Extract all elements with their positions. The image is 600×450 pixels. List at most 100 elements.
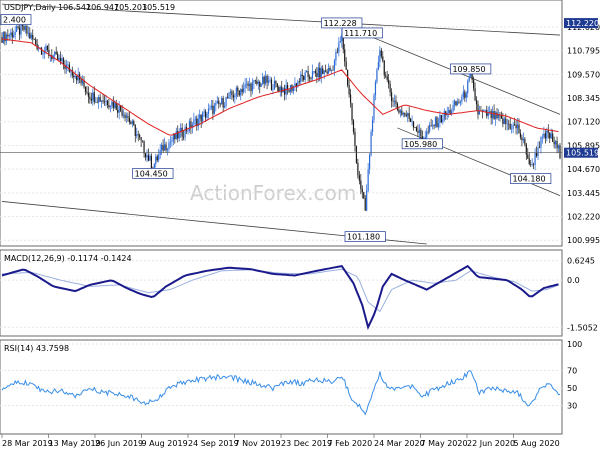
candle-body: [298, 81, 300, 83]
candle-body: [459, 101, 462, 103]
candle-body: [4, 31, 6, 42]
candle-body: [1, 37, 3, 43]
candle-body: [410, 118, 412, 122]
price-annotation: 104.450: [135, 169, 168, 178]
candle-body: [442, 119, 444, 123]
candle-body: [273, 80, 276, 90]
candle-body: [21, 24, 24, 27]
candle-body: [222, 98, 224, 108]
candle-body: [259, 81, 261, 87]
candle-body: [64, 65, 66, 69]
candle-body: [8, 34, 10, 37]
price-grid: [0, 26, 562, 241]
candle-body: [206, 113, 208, 118]
candle-body: [241, 89, 243, 93]
candle-body: [369, 155, 371, 170]
candle-body: [269, 79, 271, 81]
candle-body: [516, 124, 519, 129]
candle-body: [494, 112, 497, 120]
candle-body: [363, 192, 365, 198]
candle-body: [502, 118, 504, 125]
svg-text:112.220: 112.220: [566, 19, 599, 28]
candle-body: [382, 56, 384, 61]
candle-body: [150, 155, 152, 169]
candle-body: [111, 101, 113, 106]
macd-grid: [0, 260, 562, 328]
x-tick-label: 26 Jun 2019: [95, 439, 143, 448]
candle-body: [256, 80, 258, 84]
candle-body: [276, 83, 278, 88]
candle-body: [319, 67, 321, 78]
price-annotation: 101.180: [347, 233, 380, 242]
candle-body: [149, 155, 151, 161]
candle-body: [197, 118, 199, 127]
candle-body: [429, 125, 431, 132]
candle-body: [127, 115, 129, 118]
candle-body: [137, 134, 139, 135]
price-annotation-box: [401, 138, 443, 150]
candle-body: [412, 121, 415, 128]
candle-body: [461, 97, 463, 102]
x-tick-label: 7 Feb 2020: [328, 439, 373, 448]
candle-body: [54, 51, 56, 56]
candle-body: [200, 114, 202, 122]
candle-body: [73, 75, 75, 78]
candle-body: [512, 124, 514, 129]
candle-body: [117, 109, 119, 113]
candle-body: [553, 141, 555, 145]
candle-body: [455, 101, 457, 106]
rsi-label: RSI(14) 43.7598: [4, 344, 69, 353]
candle-body: [199, 114, 201, 119]
candle-body: [342, 34, 344, 50]
candle-body: [115, 102, 117, 110]
candle-body: [370, 131, 372, 156]
candle-body: [87, 93, 90, 97]
candle-body: [522, 138, 524, 141]
candle-body: [552, 133, 554, 142]
candle-body: [247, 83, 249, 87]
candle-body: [10, 32, 12, 35]
candle-body: [325, 70, 327, 72]
candle-body: [20, 24, 22, 35]
candle-body: [333, 60, 336, 71]
candle-body: [395, 100, 397, 104]
svg-text:105.519: 105.519: [566, 149, 599, 158]
candle-body: [376, 69, 378, 82]
candle-body: [478, 110, 481, 115]
candle-body: [121, 110, 123, 116]
candle-body: [29, 32, 31, 39]
candle-body: [35, 39, 37, 45]
candle-body: [327, 67, 330, 74]
candle-body: [5, 34, 7, 42]
candle-body: [303, 76, 305, 80]
candle-body: [86, 91, 88, 94]
candle-body: [254, 80, 256, 82]
price-annotation: 2.400: [3, 16, 26, 25]
candle-body: [14, 31, 16, 35]
candle-body: [355, 145, 358, 163]
candle-body: [24, 26, 27, 30]
price-y-tick: 109.570: [567, 70, 600, 79]
candle-body: [549, 132, 551, 139]
candle-body: [556, 141, 558, 149]
candle-body: [260, 83, 262, 87]
candle-body: [417, 131, 419, 133]
candle-body: [89, 96, 91, 99]
candle-body: [316, 73, 318, 77]
candle-body: [322, 68, 324, 74]
price-annotation-box: [450, 63, 492, 75]
candle-body: [207, 108, 210, 114]
candle-body: [278, 87, 280, 92]
candle-body: [541, 137, 544, 138]
candle-body: [339, 41, 341, 43]
candle-body: [320, 68, 322, 78]
candle-body: [528, 158, 530, 165]
candle-body: [92, 92, 94, 101]
candle-body: [525, 144, 527, 155]
candle-body: [74, 76, 76, 78]
candle-body: [292, 86, 295, 92]
x-tick-label: 7 Nov 2019: [235, 439, 281, 448]
candle-body: [456, 101, 459, 106]
ohlc-open: 106.542: [58, 3, 91, 12]
